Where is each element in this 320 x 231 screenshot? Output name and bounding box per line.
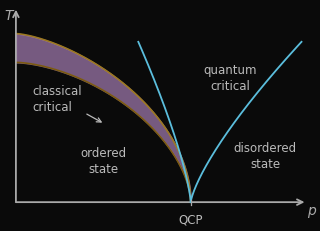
Text: disordered
state: disordered state [234,143,297,171]
Text: QCP: QCP [179,213,203,226]
Text: quantum
critical: quantum critical [203,64,257,93]
Text: classical
critical: classical critical [32,85,82,114]
Text: ordered
state: ordered state [80,146,126,176]
Text: T: T [4,9,13,23]
Text: p: p [307,204,316,218]
